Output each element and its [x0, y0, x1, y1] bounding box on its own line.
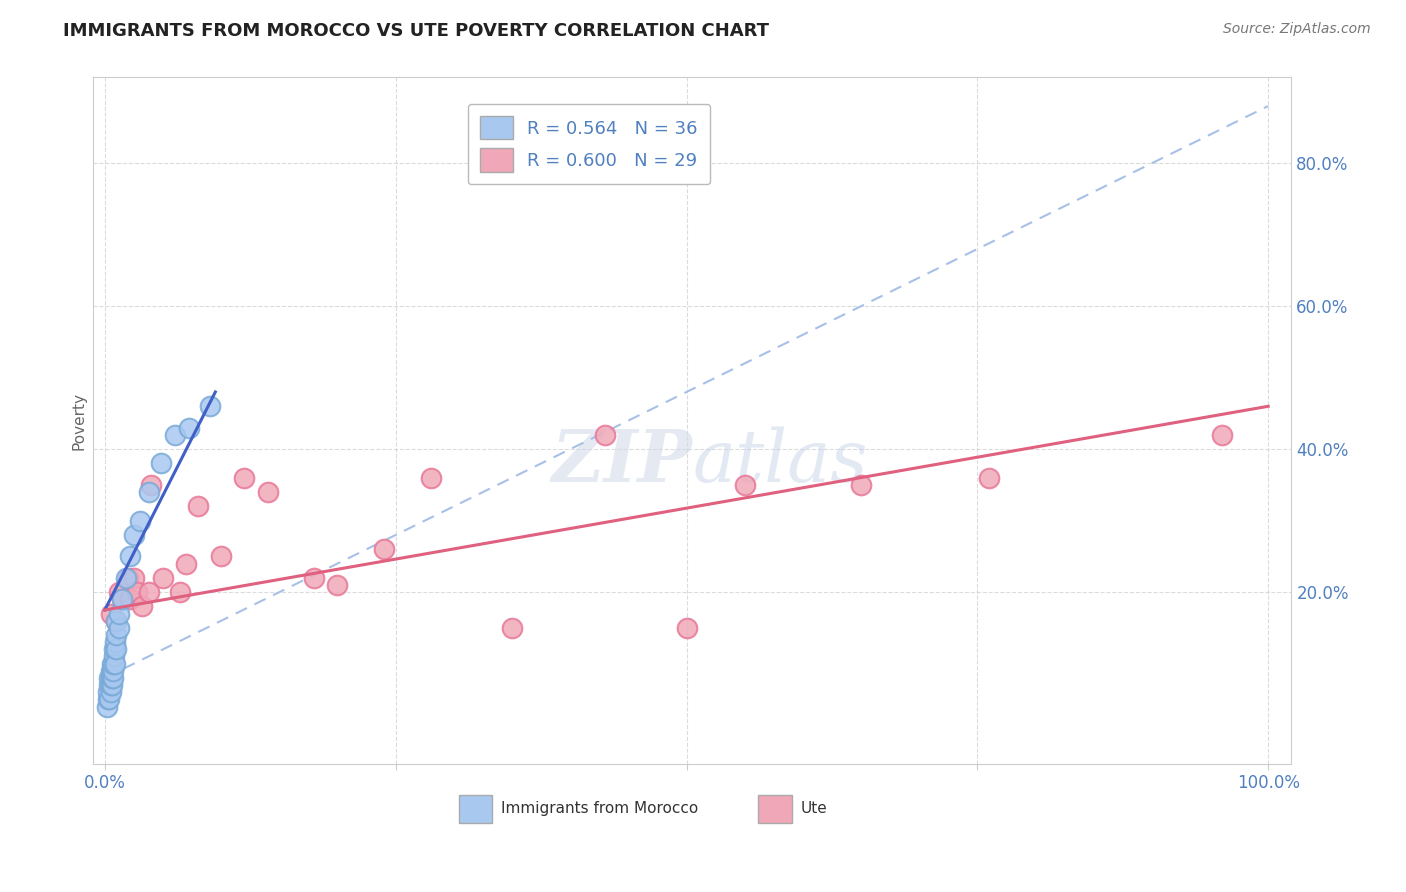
Point — [198, 399, 221, 413]
Point — [501, 621, 523, 635]
Point — [105, 614, 128, 628]
Point — [138, 585, 160, 599]
Point — [977, 471, 1000, 485]
Point — [100, 671, 122, 685]
Point — [117, 571, 139, 585]
Point — [373, 542, 395, 557]
Point — [105, 628, 128, 642]
Point — [128, 514, 150, 528]
Point — [120, 549, 142, 564]
Point — [100, 664, 122, 678]
Point — [98, 678, 121, 692]
Point — [169, 585, 191, 599]
Legend: R = 0.564   N = 36, R = 0.600   N = 29: R = 0.564 N = 36, R = 0.600 N = 29 — [468, 103, 710, 185]
FancyBboxPatch shape — [458, 795, 492, 823]
Point — [98, 671, 121, 685]
Point — [114, 571, 136, 585]
Text: IMMIGRANTS FROM MOROCCO VS UTE POVERTY CORRELATION CHART: IMMIGRANTS FROM MOROCCO VS UTE POVERTY C… — [63, 22, 769, 40]
Point — [103, 649, 125, 664]
Point — [107, 585, 129, 599]
Text: atlas: atlas — [692, 426, 868, 497]
Point — [734, 478, 756, 492]
Point — [96, 699, 118, 714]
Point — [120, 592, 142, 607]
Point — [177, 421, 200, 435]
Point — [122, 528, 145, 542]
Point — [97, 692, 120, 706]
Point — [98, 692, 121, 706]
Point — [101, 664, 124, 678]
Point — [187, 500, 209, 514]
Y-axis label: Poverty: Poverty — [72, 392, 86, 450]
Point — [593, 428, 616, 442]
Point — [149, 457, 172, 471]
Point — [256, 485, 278, 500]
Text: Ute: Ute — [800, 801, 827, 816]
Point — [209, 549, 232, 564]
Point — [163, 428, 186, 442]
Point — [101, 671, 124, 685]
Point — [675, 621, 697, 635]
Point — [101, 678, 124, 692]
Point — [101, 664, 124, 678]
Point — [105, 614, 128, 628]
Point — [100, 607, 122, 621]
FancyBboxPatch shape — [758, 795, 792, 823]
Point — [107, 607, 129, 621]
Point — [103, 642, 125, 657]
Point — [101, 657, 124, 671]
Point — [111, 592, 134, 607]
Point — [233, 471, 256, 485]
Text: ZIP: ZIP — [551, 426, 692, 497]
Point — [419, 471, 441, 485]
Point — [122, 571, 145, 585]
Point — [152, 571, 174, 585]
Point — [107, 621, 129, 635]
Point — [104, 635, 127, 649]
Point — [302, 571, 325, 585]
Point — [326, 578, 349, 592]
Point — [138, 485, 160, 500]
Point — [101, 657, 124, 671]
Point — [141, 478, 163, 492]
Point — [174, 557, 197, 571]
Point — [849, 478, 872, 492]
Point — [97, 685, 120, 699]
Point — [105, 642, 128, 657]
Point — [131, 599, 153, 614]
Point — [127, 585, 149, 599]
Point — [1211, 428, 1233, 442]
Text: Source: ZipAtlas.com: Source: ZipAtlas.com — [1223, 22, 1371, 37]
Point — [101, 671, 124, 685]
Point — [100, 685, 122, 699]
Point — [111, 592, 134, 607]
Point — [104, 657, 127, 671]
Point — [100, 678, 122, 692]
Text: Immigrants from Morocco: Immigrants from Morocco — [501, 801, 697, 816]
